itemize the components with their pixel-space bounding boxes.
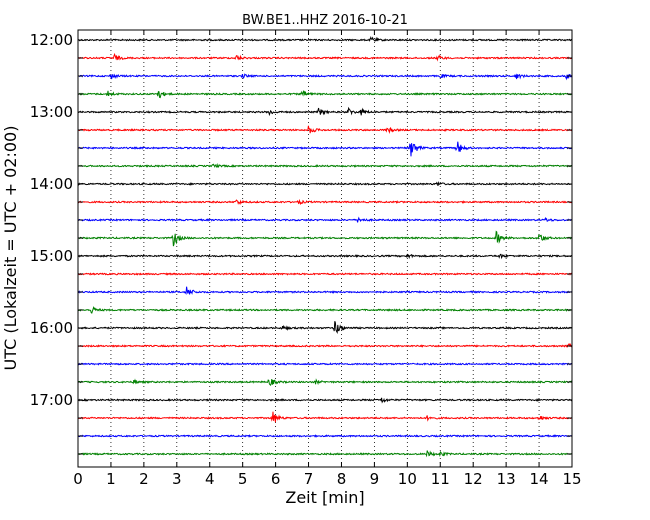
x-tick-label: 6 [271, 470, 281, 488]
y-tick-label: 14:00 [30, 175, 73, 193]
y-tick-label: 17:00 [30, 391, 73, 409]
x-tick-label: 4 [205, 470, 215, 488]
seismic-trace [77, 216, 573, 223]
seismic-trace [77, 52, 573, 62]
traces-layer [77, 36, 573, 458]
x-tick-label: 7 [304, 470, 314, 488]
seismic-trace [77, 321, 573, 335]
y-tick-label: 13:00 [30, 103, 73, 121]
x-tick-label: 12 [464, 470, 483, 488]
x-tick-label: 14 [530, 470, 549, 488]
seismic-trace [77, 106, 573, 117]
x-tick-label: 5 [238, 470, 248, 488]
seismic-trace [77, 397, 573, 404]
seismic-trace [77, 198, 572, 206]
grid-layer [110, 30, 540, 467]
seismic-trace [77, 378, 573, 386]
x-tick-label: 10 [398, 470, 417, 488]
seismic-trace [77, 411, 573, 423]
seismic-trace [77, 162, 573, 168]
seismic-trace [77, 272, 573, 276]
y-tick-label: 15:00 [30, 247, 73, 265]
x-tick-label: 9 [370, 470, 380, 488]
x-tick-label: 11 [431, 470, 450, 488]
seismic-trace [77, 180, 572, 186]
y-axis-label: UTC (Lokalzeit = UTC + 02:00) [1, 126, 20, 371]
x-tick-label: 8 [337, 470, 347, 488]
ticks-layer: 0 1 2 3 4 5 6 7 8 9 10 11 12 13 14 1512:0013:0014:0015:… [30, 30, 582, 488]
seismic-trace [77, 125, 573, 134]
x-tick-label: 2 [139, 470, 149, 488]
seismic-trace [77, 90, 573, 99]
chart-title: BW.BE1..HHZ 2016-10-21 [242, 13, 408, 28]
seismic-trace [77, 434, 573, 438]
seismic-trace [77, 141, 572, 157]
x-tick-label: 1 [106, 470, 116, 488]
y-tick-label: 16:00 [30, 319, 73, 337]
x-tick-label: 3 [172, 470, 182, 488]
seismic-trace [77, 253, 573, 260]
seismic-trace [77, 450, 572, 458]
plot-frame [77, 29, 573, 468]
seismic-trace [77, 286, 573, 295]
seismic-trace [77, 343, 573, 348]
seismic-trace [77, 362, 572, 366]
seismic-trace [77, 36, 573, 42]
x-axis-label: Zeit [min] [285, 488, 364, 507]
y-tick-label: 12:00 [30, 31, 73, 49]
x-tick-label: 0 [73, 470, 83, 488]
x-tick-label: 13 [497, 470, 516, 488]
seismic-trace [77, 230, 572, 247]
seismic-trace [77, 305, 572, 314]
seismic-trace [77, 73, 573, 81]
x-tick-label: 15 [562, 470, 581, 488]
